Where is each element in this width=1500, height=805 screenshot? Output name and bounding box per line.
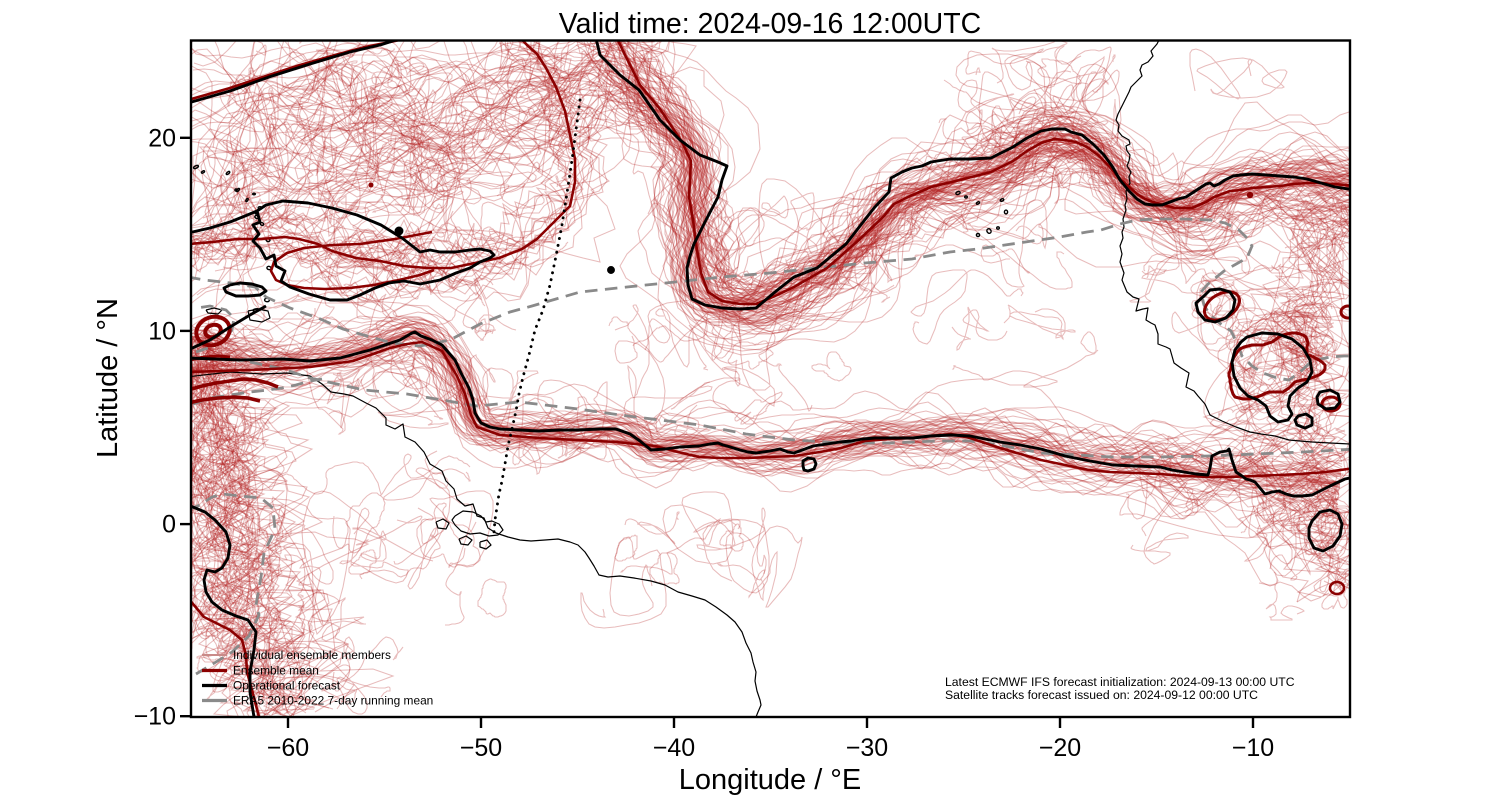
- svg-text:Satellite tracks forecast issu: Satellite tracks forecast issued on: 202…: [945, 688, 1258, 702]
- svg-text:Valid time: 2024-09-16 12:00UT: Valid time: 2024-09-16 12:00UTC: [559, 8, 981, 40]
- svg-text:−20: −20: [1039, 734, 1081, 762]
- svg-text:Longitude / °E: Longitude / °E: [679, 764, 862, 796]
- svg-text:20: 20: [148, 124, 176, 152]
- svg-text:−10: −10: [1232, 734, 1274, 762]
- svg-text:−40: −40: [653, 734, 695, 762]
- svg-text:Latest ECMWF IFS forecast init: Latest ECMWF IFS forecast initialization…: [945, 675, 1295, 689]
- svg-text:Latitude / °N: Latitude / °N: [92, 298, 124, 458]
- svg-text:−10: −10: [134, 703, 176, 731]
- svg-text:ERA5 2010-2022 7-day running m: ERA5 2010-2022 7-day running mean: [233, 694, 433, 708]
- svg-text:0: 0: [162, 511, 176, 539]
- svg-text:−60: −60: [267, 734, 309, 762]
- svg-text:Operational forecast: Operational forecast: [233, 679, 341, 693]
- svg-text:Ensemble mean: Ensemble mean: [233, 664, 319, 678]
- svg-text:−30: −30: [846, 734, 888, 762]
- svg-text:10: 10: [148, 317, 176, 345]
- svg-text:−50: −50: [460, 734, 502, 762]
- svg-text:Individual ensemble members: Individual ensemble members: [233, 648, 391, 662]
